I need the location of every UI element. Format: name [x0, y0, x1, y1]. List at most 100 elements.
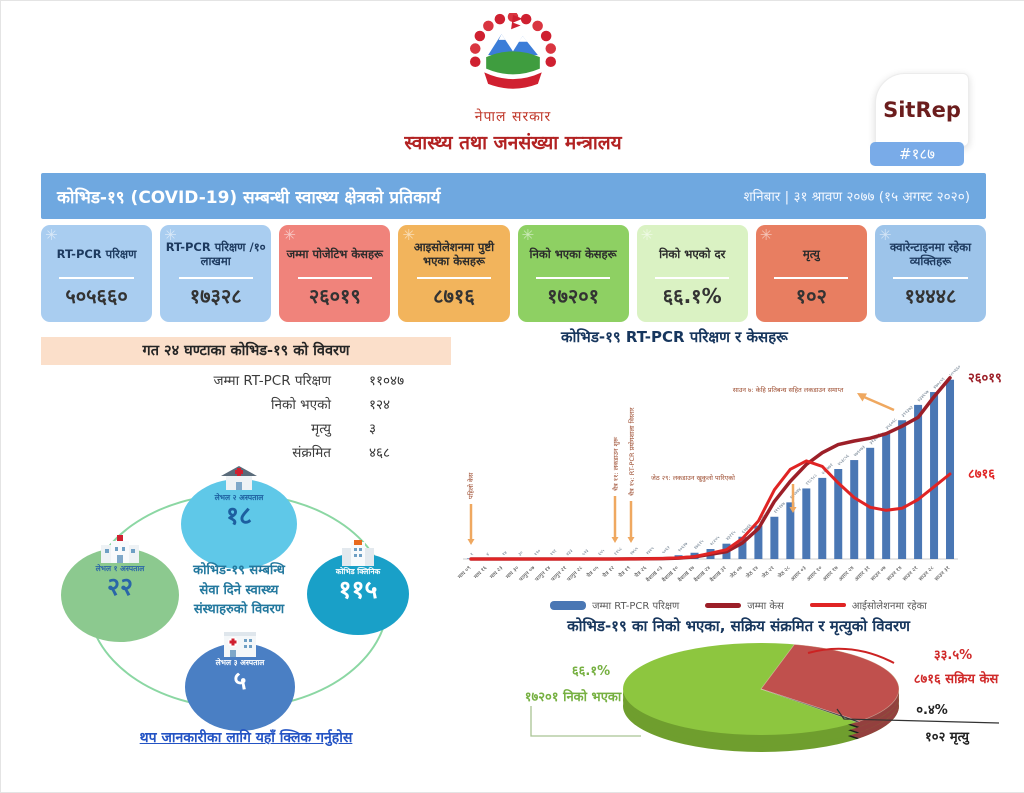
virus-icon: ✳: [521, 226, 535, 244]
facility-value: १८: [225, 501, 252, 530]
svg-text:फागुन ०७: फागुन ०७: [518, 565, 536, 583]
legend-label: जम्मा केस: [747, 601, 784, 612]
facility-node-level3: लेभल ३ अस्पताल ५: [185, 632, 295, 731]
active-label: ८७१६ सक्रिय केस: [914, 671, 1000, 687]
svg-text:१७६१५: १७६१५: [693, 539, 705, 551]
government-name: नेपाल सरकार: [474, 109, 552, 125]
svg-text:असार १०: असार १०: [806, 565, 824, 583]
chart-legend: जम्मा RT-PCR परिक्षण जम्मा केस आईसोलेशनम…: [456, 598, 1021, 612]
virus-icon: ✳: [164, 226, 177, 244]
virus-icon: ✳: [45, 226, 58, 244]
svg-text:१९८९८८: १९८९८८: [805, 473, 819, 487]
caption-line: संस्थाहरुको विवरण: [193, 602, 285, 617]
svg-text:१: १: [470, 552, 475, 557]
stat-value: १४४४८: [904, 284, 957, 308]
divider: [774, 277, 849, 279]
svg-text:२४२५: २४२५: [646, 546, 657, 557]
facility-label: कोभिड क्लिनिक: [335, 567, 381, 576]
ribbon: [484, 72, 542, 89]
svg-text:फागुन १४: फागुन १४: [534, 565, 552, 583]
legend-item-tests: जम्मा RT-PCR परिक्षण: [550, 598, 679, 612]
svg-text:३०: ३०: [518, 550, 525, 557]
svg-text:चैत्र ०५: चैत्र ०५: [585, 564, 600, 579]
svg-text:जेठ १४: जेठ १४: [744, 564, 759, 579]
svg-text:पहिलो केस: पहिलो केस: [467, 472, 475, 499]
svg-text:असार ३१: असार ३१: [854, 565, 872, 583]
svg-text:वैशाख १०: वैशाख १०: [661, 564, 680, 583]
deaths-leader-line: [836, 708, 1000, 724]
svg-text:१४: १४: [502, 550, 509, 557]
facility-node-level1: लेभल १ अस्पताल २२: [61, 535, 179, 642]
divider: [893, 277, 968, 279]
svg-text:१५९७४४: १५९७४४: [789, 487, 803, 501]
stat-value: ५०५६६०: [65, 284, 128, 308]
svg-text:५०५६६०: ५०५६६०: [949, 364, 963, 378]
stat-label: RT-PCR परिक्षण /१० लाखमा: [165, 239, 266, 268]
row-value: ३: [369, 421, 377, 437]
report-title: कोभिड-१९ (COVID-19) सम्बन्धी स्वास्थ्य क…: [57, 187, 441, 208]
hospital-icon: [101, 535, 139, 563]
svg-text:४: ४: [486, 552, 492, 558]
last24-title: गत २४ घण्टाका कोभिड-१९ को विवरण: [41, 337, 451, 365]
virus-icon: ✳: [283, 226, 296, 244]
divider: [178, 277, 253, 279]
table-row: जम्मा RT-PCR परिक्षण ११०४७: [41, 371, 451, 389]
pie-chart-title: कोभिड-१९ का निको भएका, सक्रिय संक्रमित र…: [567, 617, 910, 635]
line-swatch: [705, 602, 742, 608]
stat-label: जम्मा पोजेटिभ केसहरू: [286, 246, 383, 261]
svg-text:चैत्र १५: RT-PCR प्रयोगशाला वि: चैत्र १५: RT-PCR प्रयोगशाला विस्तार: [628, 407, 636, 496]
deaths-label: १०२ मृत्यु: [925, 730, 970, 745]
stat-card-recovery-rate: ✳ निको भएको दर ६६.१%: [636, 225, 748, 322]
svg-text:२६०१९: २६०१९: [968, 371, 1002, 386]
svg-text:साउन ०७: साउन ०७: [870, 565, 888, 583]
stat-cards-row: ✳ RT-PCR परिक्षण ५०५६६० ✳ RT-PCR परिक्षण…: [41, 225, 986, 322]
wreath: [469, 13, 557, 68]
divider: [655, 277, 730, 279]
report-title-bar: कोभिड-१९ (COVID-19) सम्बन्धी स्वास्थ्य क…: [41, 173, 986, 219]
more-info-link[interactable]: थप जानकारीका लागि यहाँ क्लिक गर्नुहोस: [139, 730, 353, 746]
svg-text:फागुन २१: फागुन २१: [550, 565, 568, 583]
legend-item-cases: जम्मा केस: [705, 598, 784, 612]
pie-wedges: [623, 643, 900, 752]
divider: [297, 277, 372, 279]
stat-card-isolation: ✳ आइसोलेशनमा पुष्टी भएका केसहरू ८७१६: [398, 225, 510, 322]
svg-text:चैत्र २६: चैत्र २६: [633, 564, 648, 579]
svg-text:५२३: ५२३: [582, 549, 591, 558]
svg-text:साउन २१: साउन २१: [902, 565, 920, 583]
svg-text:११९१४७: ११९१४७: [773, 501, 787, 515]
stat-card-deaths: ✳ मृत्यु १०२: [755, 225, 867, 322]
svg-text:माघ २३: माघ २३: [489, 565, 504, 580]
svg-text:४३२१५: ४३२१५: [725, 530, 737, 542]
nepal-emblem: [469, 13, 557, 89]
hospital-cross-icon: [224, 632, 256, 657]
last24-table: जम्मा RT-PCR परिक्षण ११०४७ निको भएको १२४…: [41, 371, 451, 467]
svg-text:साउन ७: केहि प्रतिबन्ध सहित लक: साउन ७: केहि प्रतिबन्ध सहित लकडाउन समाप्…: [733, 386, 844, 394]
recovered-pct-label: ६६.१%: [572, 664, 610, 679]
bar-swatch: [550, 600, 587, 610]
table-row: मृत्यु ३: [41, 419, 451, 437]
facility-label: लेभल १ अस्पताल: [95, 564, 145, 573]
row-value: १२४: [369, 397, 391, 413]
facility-value: २२: [106, 572, 133, 601]
svg-text:८७१६: ८७१६: [968, 467, 995, 482]
row-label: निको भएको: [271, 397, 331, 413]
recovered-leader-line: [530, 706, 641, 737]
facility-label: लेभल २ अस्पताल: [214, 493, 264, 502]
svg-text:३९१३७३: ३९१३७३: [901, 405, 914, 418]
recovered-label: १७२०१ निको भएका: [525, 689, 622, 705]
svg-text:१७५५: १७५५: [630, 546, 641, 557]
svg-text:१९१: १९१: [550, 549, 559, 558]
svg-text:माघ १६: माघ १६: [473, 565, 488, 580]
stat-card-quarantine: ✳ क्वारेन्टाइनमा रहेका व्यक्तिहरू १४४४८: [874, 225, 986, 322]
svg-text:जेठ ०७: जेठ ०७: [728, 564, 743, 579]
combo-chart-title: कोभिड-१९ RT-PCR परिक्षण र केसहरू: [561, 328, 788, 346]
svg-text:साउन २८: साउन २८: [918, 565, 936, 583]
sitrep-number-badge: #१८७: [870, 142, 964, 166]
stat-card-recovered: ✳ निको भएका केसहरू १७२०१: [517, 225, 629, 322]
line-swatch: [809, 603, 846, 607]
table-row: निको भएको १२४: [41, 395, 451, 413]
row-label: संक्रमित: [292, 445, 331, 461]
svg-text:असार ०३: असार ०३: [790, 565, 808, 583]
svg-text:वैशाख ३१: वैशाख ३१: [709, 564, 728, 583]
